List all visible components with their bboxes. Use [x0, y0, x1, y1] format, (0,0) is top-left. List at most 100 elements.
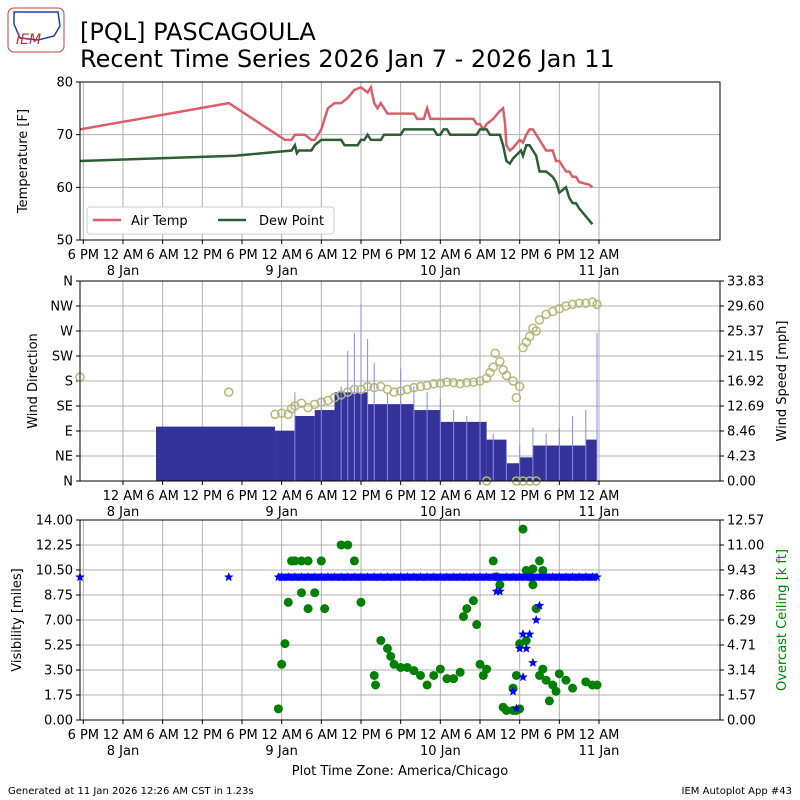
x-tick-label: 6 AM	[146, 248, 179, 263]
ceiling-point	[415, 670, 425, 680]
y2-tick-label: 21.15	[727, 350, 764, 365]
wind-direction-point	[224, 387, 234, 397]
y-tick-label: 7.00	[44, 614, 73, 629]
y2-tick-label: 25.37	[727, 325, 764, 340]
x-tick-label: 6 PM	[226, 489, 257, 504]
wind-direction-point	[534, 315, 545, 325]
x-tick-date-label: 8 Jan	[107, 264, 139, 279]
wind-speed-bar	[334, 392, 368, 481]
air-temp-line	[79, 84, 594, 189]
x-tick-label: 12 PM	[341, 248, 381, 263]
y-tick-label: E	[65, 425, 73, 440]
ceiling-point	[455, 667, 465, 677]
x-tick-date-label: 8 Jan	[107, 744, 139, 759]
visibility-point	[511, 703, 522, 713]
plot-frame	[79, 519, 721, 721]
wind-direction-point	[428, 379, 439, 389]
x-tick-label: 12 AM	[261, 248, 302, 263]
ceiling-point	[528, 580, 538, 590]
wind-direction-point	[455, 379, 465, 389]
x-tick-label: 6 AM	[146, 728, 179, 743]
x-tick-label: 12 AM	[420, 728, 461, 743]
visibility-point	[514, 643, 525, 653]
ceiling-point	[449, 674, 459, 684]
ceiling-point	[382, 643, 392, 653]
ceiling-point	[280, 639, 290, 649]
wind-direction-point	[574, 298, 584, 308]
visibility-point	[531, 615, 541, 624]
wind-direction-point	[468, 377, 479, 387]
ceiling-point	[316, 556, 326, 566]
ceiling-point	[538, 565, 548, 575]
x-tick-label: 6 PM	[544, 728, 575, 743]
visibility-point	[508, 686, 518, 696]
dew-point-line	[79, 128, 594, 226]
ceiling-point	[592, 680, 602, 690]
wind-direction-point	[362, 381, 373, 392]
wind-direction-point	[422, 380, 432, 391]
wind-direction-point	[402, 384, 413, 395]
wind-speed-bar	[314, 410, 335, 481]
y-tick-label: 3.50	[44, 664, 73, 679]
y-axis-label: Visibility [miles]	[10, 568, 25, 671]
ceiling-point	[538, 664, 548, 674]
x-tick-label: 12 PM	[182, 489, 222, 504]
ceiling-point	[290, 556, 300, 566]
x-tick-label: 12 PM	[182, 248, 222, 263]
x-tick-label: 12 PM	[341, 489, 381, 504]
visibility-panel: 0.00 1.75 3.50 5.25 7.00 8.75 10.50 12.25 14.00 0…	[10, 514, 790, 760]
wind-direction-point	[567, 299, 578, 310]
wind-speed-bar	[440, 421, 487, 481]
wind-direction-point	[395, 386, 406, 396]
x-tick-label: 6 AM	[464, 248, 497, 263]
y2-tick-label: 11.00	[727, 539, 764, 554]
wind-direction-point	[561, 301, 571, 311]
wind-direction-point	[524, 331, 535, 342]
ceiling-point	[541, 675, 551, 685]
y2-tick-label: 0.00	[727, 714, 756, 729]
x-tick-label: 12 PM	[500, 728, 540, 743]
wind-direction-point	[587, 297, 598, 307]
y-tick-label: 80	[56, 76, 73, 91]
ceiling-point	[518, 524, 528, 534]
ceiling-point	[283, 597, 293, 607]
wind-direction-point	[415, 381, 426, 392]
ceiling-point	[551, 686, 561, 696]
visibility-point	[534, 600, 545, 610]
y-tick-label: S	[65, 375, 73, 390]
wind-direction-point	[488, 362, 498, 372]
y2-tick-label: 4.23	[727, 450, 756, 465]
ceiling-point	[468, 596, 478, 606]
iem-logo: IEM	[7, 7, 65, 53]
x-tick-label: 12 AM	[103, 489, 144, 504]
ceiling-point	[442, 674, 452, 684]
y-tick-label: W	[60, 325, 73, 340]
x-tick-date-label: 10 Jan	[420, 505, 461, 520]
y-tick-label: N	[63, 475, 73, 490]
wind-direction-point	[508, 376, 518, 386]
x-tick-date-label: 11 Jan	[579, 264, 620, 279]
ceiling-point	[422, 680, 432, 690]
y2-axis-label: Overcast Ceiling [k ft]	[775, 549, 790, 691]
x-tick-date-label: 10 Jan	[420, 744, 461, 759]
wind-speed-bar	[156, 426, 276, 481]
ceiling-point	[303, 604, 313, 614]
y-tick-label: NW	[50, 300, 73, 315]
y2-tick-label: 12.69	[727, 400, 764, 415]
ceiling-point	[472, 620, 482, 630]
wind-direction-point	[501, 370, 512, 381]
visibility-point	[528, 657, 538, 667]
ceiling-point	[396, 662, 406, 672]
y-tick-label: 5.25	[44, 639, 73, 654]
ceiling-point	[528, 564, 538, 574]
ceiling-point	[462, 604, 472, 614]
x-tick-label: 12 AM	[579, 248, 620, 263]
y2-tick-label: 12.57	[727, 514, 764, 529]
visibility-point	[521, 643, 531, 653]
y2-tick-label: 33.83	[727, 275, 764, 290]
x-tick-label: 12 AM	[103, 728, 144, 743]
wind-direction-point	[531, 326, 541, 336]
y2-tick-label: 9.43	[727, 564, 756, 579]
x-tick-label: 6 PM	[68, 248, 99, 263]
x-tick-date-label: 9 Jan	[265, 744, 297, 759]
